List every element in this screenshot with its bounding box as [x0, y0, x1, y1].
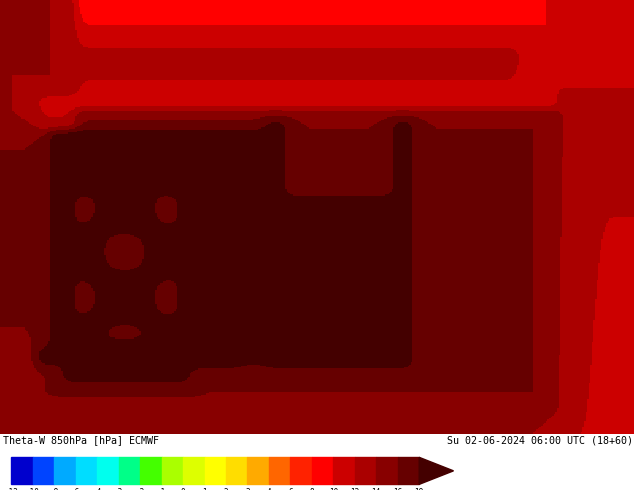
Text: -8: -8	[49, 488, 59, 490]
Text: 0: 0	[181, 488, 185, 490]
Polygon shape	[419, 457, 453, 484]
Text: -2: -2	[136, 488, 145, 490]
Bar	[97, 457, 119, 484]
Bar	[269, 457, 290, 484]
Text: -10: -10	[26, 488, 40, 490]
Text: 16: 16	[393, 488, 403, 490]
Text: 12: 12	[350, 488, 359, 490]
Bar	[355, 457, 376, 484]
Bar	[205, 457, 226, 484]
Bar	[11, 457, 33, 484]
Text: 4: 4	[267, 488, 271, 490]
Bar	[33, 457, 55, 484]
Bar	[376, 457, 398, 484]
Bar	[140, 457, 162, 484]
Text: 1: 1	[202, 488, 207, 490]
Text: -6: -6	[71, 488, 81, 490]
Bar	[312, 457, 333, 484]
Text: Su 02-06-2024 06:00 UTC (18+60): Su 02-06-2024 06:00 UTC (18+60)	[447, 435, 633, 445]
Text: -4: -4	[93, 488, 102, 490]
Text: -12: -12	[4, 488, 18, 490]
Text: 2: 2	[224, 488, 228, 490]
Text: 14: 14	[372, 488, 381, 490]
Text: 6: 6	[288, 488, 293, 490]
Text: 18: 18	[415, 488, 424, 490]
Bar	[398, 457, 419, 484]
Text: 10: 10	[328, 488, 338, 490]
Bar	[333, 457, 355, 484]
Bar	[55, 457, 76, 484]
Bar	[76, 457, 97, 484]
Text: -1: -1	[157, 488, 166, 490]
Bar	[247, 457, 269, 484]
Text: -3: -3	[114, 488, 124, 490]
Bar	[162, 457, 183, 484]
Text: Theta-W 850hPa [hPa] ECMWF: Theta-W 850hPa [hPa] ECMWF	[3, 435, 159, 445]
Bar	[226, 457, 247, 484]
Bar	[119, 457, 140, 484]
Bar	[183, 457, 205, 484]
Text: 3: 3	[245, 488, 250, 490]
Bar	[290, 457, 312, 484]
Text: 8: 8	[309, 488, 314, 490]
